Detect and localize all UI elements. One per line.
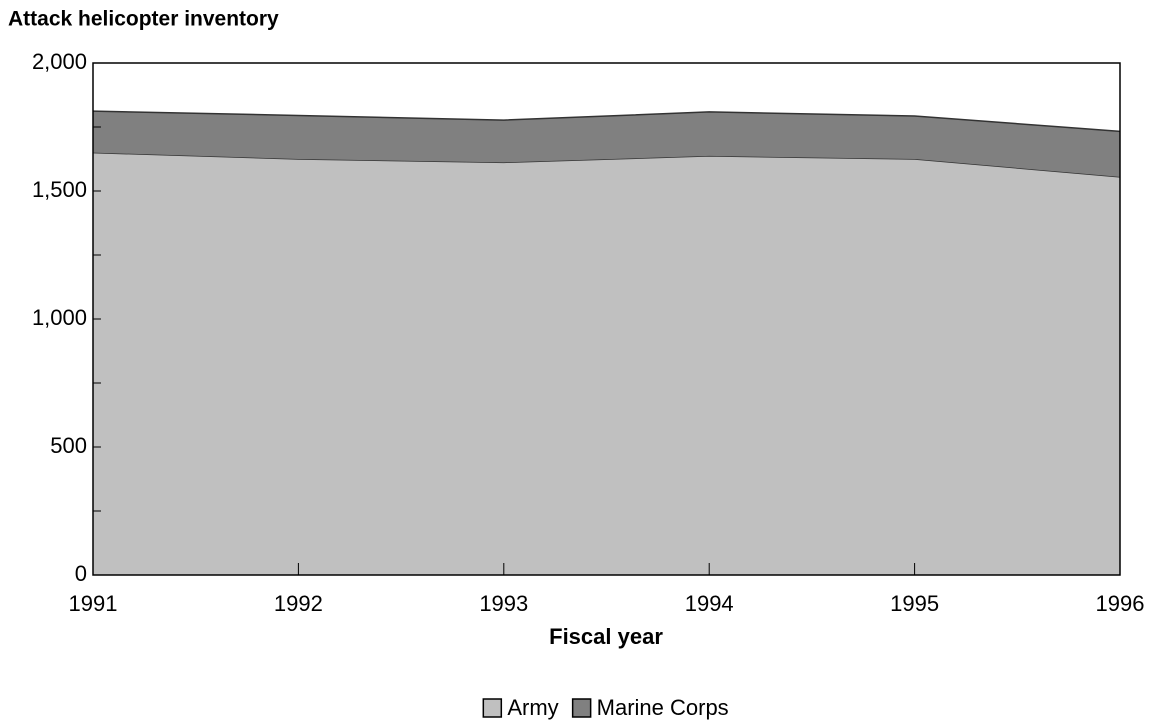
area-edge	[92, 110, 1121, 133]
legend-swatch	[571, 698, 592, 718]
legend-label: Army	[507, 695, 558, 720]
legend-swatch	[482, 698, 503, 718]
y-tick-label: 1,000	[32, 305, 87, 330]
x-tick-label: 1994	[685, 591, 734, 616]
legend-label: Marine Corps	[597, 695, 729, 720]
legend: Army Marine Corps	[482, 695, 729, 720]
y-tick-label: 1,500	[32, 177, 87, 202]
x-tick-label: 1996	[1096, 591, 1145, 616]
y-tick-label: 500	[50, 433, 87, 458]
x-axis-label: Fiscal year	[549, 624, 663, 649]
chart-title: Attack helicopter inventory	[8, 8, 279, 31]
x-tick-label: 1991	[69, 591, 118, 616]
y-tick-label: 2,000	[32, 49, 87, 74]
area	[93, 111, 1120, 177]
y-tick-label: 0	[75, 561, 87, 586]
x-tick-label: 1992	[274, 591, 323, 616]
x-tick-label: 1993	[479, 591, 528, 616]
x-tick-label: 1995	[890, 591, 939, 616]
area	[93, 152, 1120, 575]
